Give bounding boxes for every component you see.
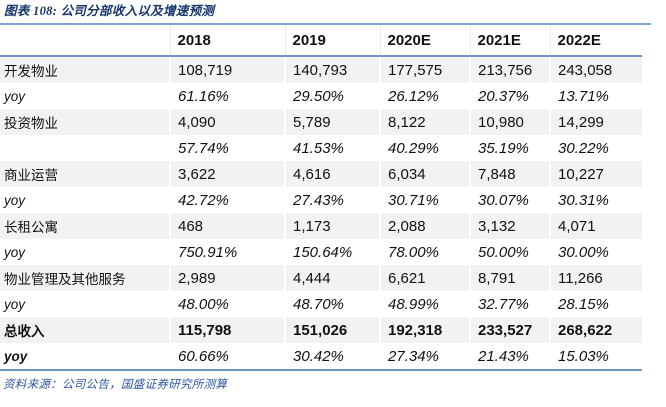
cell-value: 3,132	[469, 213, 550, 239]
source-note: 资料来源：公司公告，国盛证券研究所测算	[3, 379, 228, 391]
cell-value: 6,621	[379, 265, 470, 291]
cell-value: 4,616	[284, 161, 380, 187]
row-label: 长租公寓	[0, 213, 170, 239]
cell-value: 213,756	[469, 56, 550, 83]
cell-value: 140,793	[284, 56, 380, 83]
row-label: 投资物业	[0, 109, 170, 135]
cell-value: 151,026	[284, 317, 380, 343]
cell-value: 60.66%	[169, 343, 285, 371]
cell-value: 243,058	[549, 56, 642, 83]
table-body: 开发物业 108,719 140,793 177,575 213,756 243,058 y…	[0, 56, 642, 371]
table-row: yoy 61.16% 29.50% 26.12% 20.37% 13.71%	[0, 83, 642, 109]
cell-value: 750.91%	[169, 239, 285, 265]
table-row: 物业管理及其他服务 2,989 4,444 6,621 8,791 11,266	[0, 265, 642, 291]
cell-value: 30.22%	[549, 135, 642, 161]
title-rule	[0, 23, 651, 25]
cell-value: 14,299	[549, 109, 642, 135]
table-row: yoy 60.66% 30.42% 27.34% 21.43% 15.03%	[0, 343, 642, 371]
header-empty	[0, 25, 170, 57]
row-label	[0, 135, 170, 161]
table-row: yoy 750.91% 150.64% 78.00% 50.00% 30.00%	[0, 239, 642, 265]
report-figure: 图表 108: 公司分部收入以及增速预测 2018 2019 2020E 202…	[0, 4, 651, 391]
cell-value: 13.71%	[549, 83, 642, 109]
revenue-forecast-table: 2018 2019 2020E 2021E 2022E 开发物业 108,719 1…	[0, 25, 642, 371]
cell-value: 30.31%	[549, 187, 642, 213]
cell-value: 48.00%	[169, 291, 285, 317]
cell-value: 27.43%	[284, 187, 380, 213]
row-label: yoy	[0, 343, 170, 371]
cell-value: 6,034	[379, 161, 470, 187]
figure-title: 图表 108: 公司分部收入以及增速预测	[4, 4, 215, 18]
cell-value: 61.16%	[169, 83, 285, 109]
cell-value: 50.00%	[469, 239, 550, 265]
table-header-row: 2018 2019 2020E 2021E 2022E	[0, 25, 642, 57]
table-row: 开发物业 108,719 140,793 177,575 213,756 243,058	[0, 56, 642, 83]
cell-value: 30.71%	[379, 187, 470, 213]
header-year-2019: 2019	[284, 25, 380, 57]
cell-value: 48.70%	[284, 291, 380, 317]
cell-value: 2,088	[379, 213, 470, 239]
cell-value: 15.03%	[549, 343, 642, 371]
header-year-2020e: 2020E	[379, 25, 470, 57]
table-row: 总收入 115,798 151,026 192,318 233,527 268,622	[0, 317, 642, 343]
cell-value: 32.77%	[469, 291, 550, 317]
cell-value: 29.50%	[284, 83, 380, 109]
header-year-2022e: 2022E	[549, 25, 642, 57]
cell-value: 192,318	[379, 317, 470, 343]
table-row: 57.74% 41.53% 40.29% 35.19% 30.22%	[0, 135, 642, 161]
cell-value: 4,444	[284, 265, 380, 291]
cell-value: 4,071	[549, 213, 642, 239]
row-label: 总收入	[0, 317, 170, 343]
cell-value: 48.99%	[379, 291, 470, 317]
cell-value: 268,622	[549, 317, 642, 343]
cell-value: 40.29%	[379, 135, 470, 161]
cell-value: 7,848	[469, 161, 550, 187]
cell-value: 468	[169, 213, 285, 239]
header-year-2021e: 2021E	[469, 25, 550, 57]
table-row: yoy 42.72% 27.43% 30.71% 30.07% 30.31%	[0, 187, 642, 213]
cell-value: 30.07%	[469, 187, 550, 213]
header-year-2018: 2018	[169, 25, 285, 57]
cell-value: 30.42%	[284, 343, 380, 371]
row-label: 物业管理及其他服务	[0, 265, 170, 291]
cell-value: 11,266	[549, 265, 642, 291]
cell-value: 42.72%	[169, 187, 285, 213]
cell-value: 57.74%	[169, 135, 285, 161]
cell-value: 26.12%	[379, 83, 470, 109]
cell-value: 2,989	[169, 265, 285, 291]
cell-value: 108,719	[169, 56, 285, 83]
cell-value: 4,090	[169, 109, 285, 135]
row-label: yoy	[0, 187, 170, 213]
cell-value: 8,791	[469, 265, 550, 291]
cell-value: 150.64%	[284, 239, 380, 265]
cell-value: 20.37%	[469, 83, 550, 109]
row-label: 商业运营	[0, 161, 170, 187]
cell-value: 115,798	[169, 317, 285, 343]
cell-value: 30.00%	[549, 239, 642, 265]
cell-value: 28.15%	[549, 291, 642, 317]
cell-value: 41.53%	[284, 135, 380, 161]
table-row: 长租公寓 468 1,173 2,088 3,132 4,071	[0, 213, 642, 239]
table-row: yoy 48.00% 48.70% 48.99% 32.77% 28.15%	[0, 291, 642, 317]
cell-value: 177,575	[379, 56, 470, 83]
cell-value: 3,622	[169, 161, 285, 187]
cell-value: 5,789	[284, 109, 380, 135]
cell-value: 8,122	[379, 109, 470, 135]
row-label: yoy	[0, 239, 170, 265]
row-label: yoy	[0, 83, 170, 109]
cell-value: 27.34%	[379, 343, 470, 371]
cell-value: 10,980	[469, 109, 550, 135]
cell-value: 10,227	[549, 161, 642, 187]
cell-value: 233,527	[469, 317, 550, 343]
cell-value: 35.19%	[469, 135, 550, 161]
cell-value: 78.00%	[379, 239, 470, 265]
table-row: 商业运营 3,622 4,616 6,034 7,848 10,227	[0, 161, 642, 187]
cell-value: 1,173	[284, 213, 380, 239]
cell-value: 21.43%	[469, 343, 550, 371]
table-row: 投资物业 4,090 5,789 8,122 10,980 14,299	[0, 109, 642, 135]
row-label: yoy	[0, 291, 170, 317]
row-label: 开发物业	[0, 56, 170, 83]
